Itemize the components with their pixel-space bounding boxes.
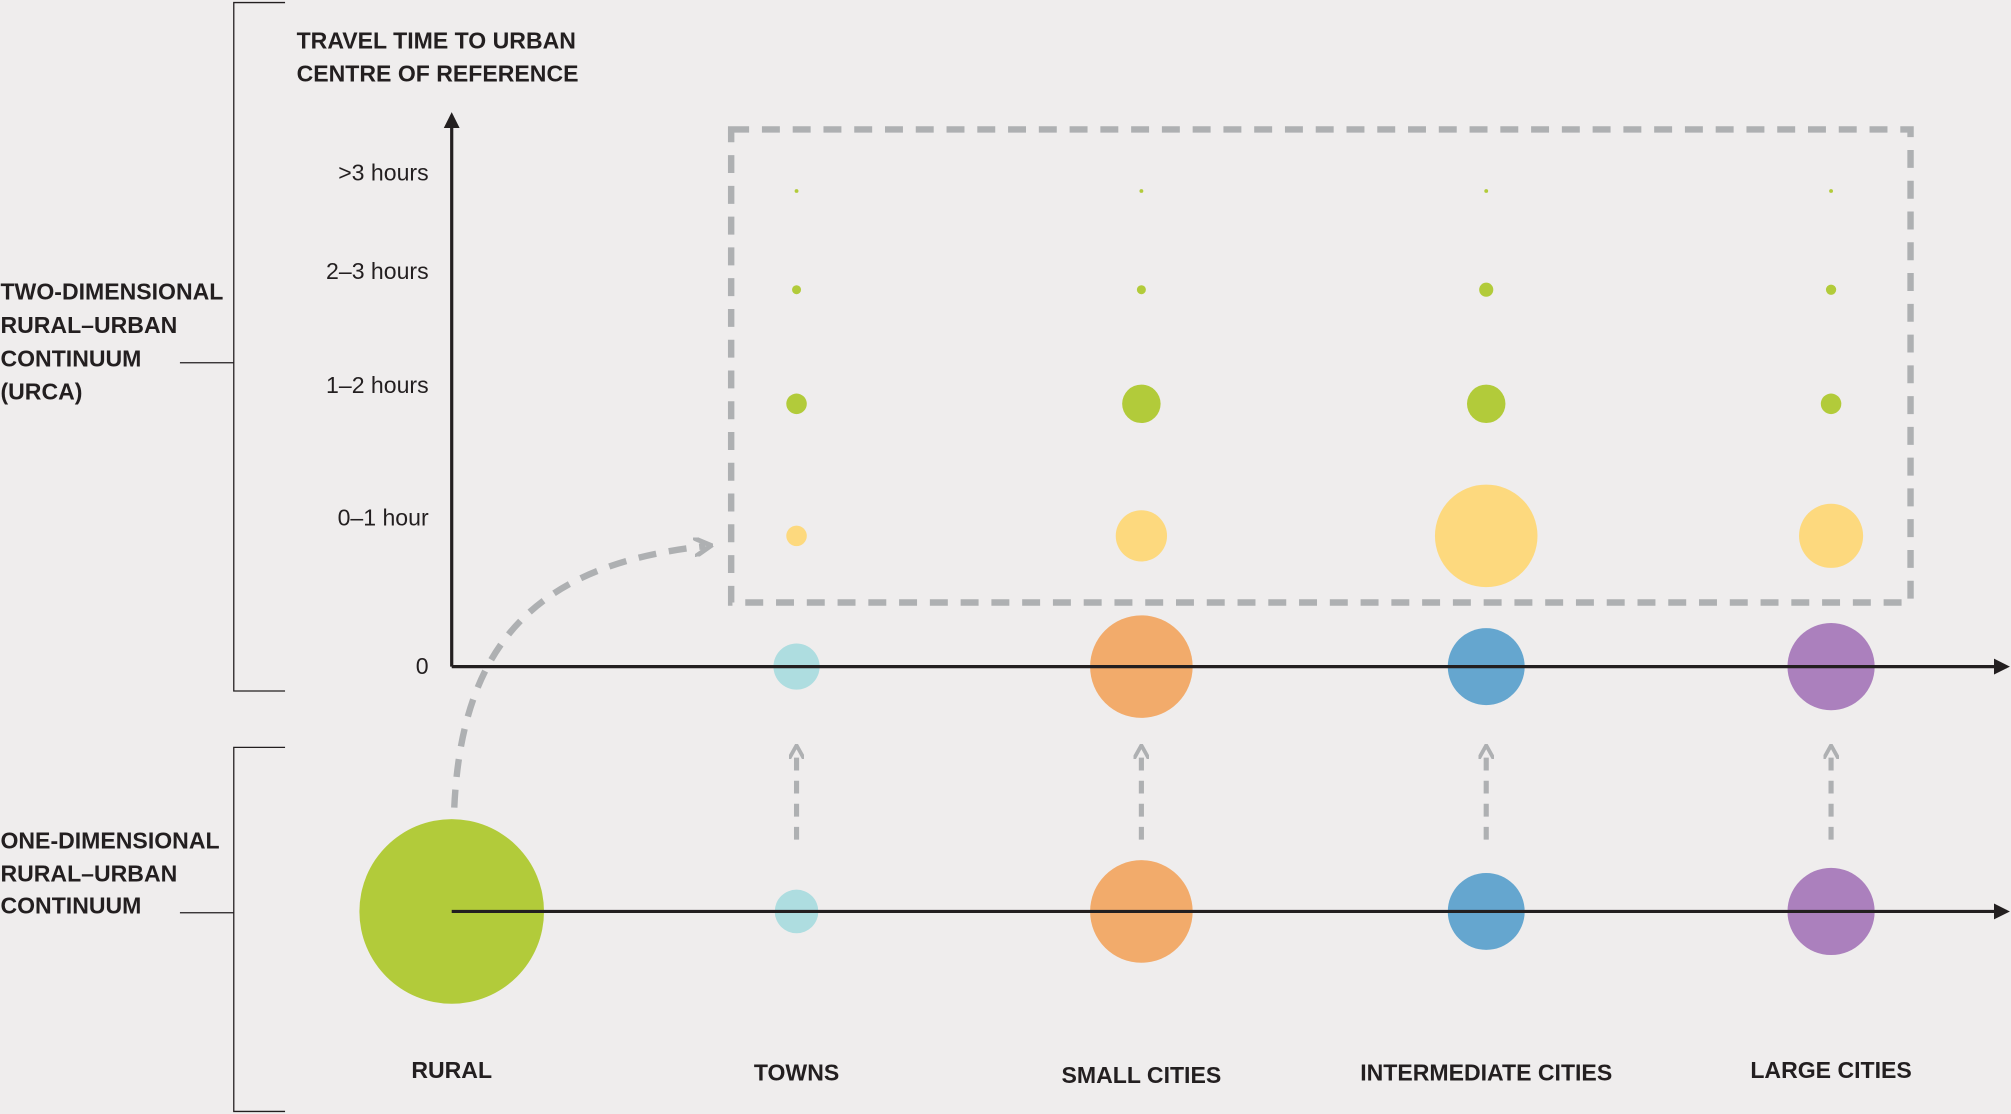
bracket-label: ONE-DIMENSIONAL [0,827,219,853]
bubbles [773,189,1875,963]
category-label: TOWNS [754,1059,839,1085]
curved-arrow [451,546,705,808]
levels: >3 hours 2–3 hours 1–2 hours 0–1 hour 0 [326,159,429,679]
category-label: RURAL [411,1057,492,1083]
bracket-label: TWO-DIMENSIONAL [0,279,223,305]
axis-title: CENTRE OF REFERENCE [297,61,579,87]
categories: RURAL TOWNS SMALL CITIES INTERMEDIATE CI… [411,1057,1911,1088]
bracket-label: CONTINUUM [0,893,141,919]
brackets [179,1,286,1113]
up-arrows [797,750,1832,840]
urca-box [727,126,1914,606]
bracket-label: CONTINUUM [0,345,141,371]
level-label: 0 [416,653,429,679]
level-label: >3 hours [338,159,428,185]
bracket-label: (URCA) [0,379,82,405]
category-label: INTERMEDIATE CITIES [1360,1059,1612,1085]
bracket-label: RURAL–URBAN [0,312,177,338]
axes [443,112,2010,920]
category-label: LARGE CITIES [1750,1057,1911,1083]
level-label: 2–3 hours [326,258,429,284]
category-label: SMALL CITIES [1062,1062,1222,1088]
level-label: 0–1 hour [338,504,429,530]
axis-title: TRAVEL TIME TO URBAN [297,27,576,53]
level-label: 1–2 hours [326,372,429,398]
bracket-label: RURAL–URBAN [0,861,177,887]
